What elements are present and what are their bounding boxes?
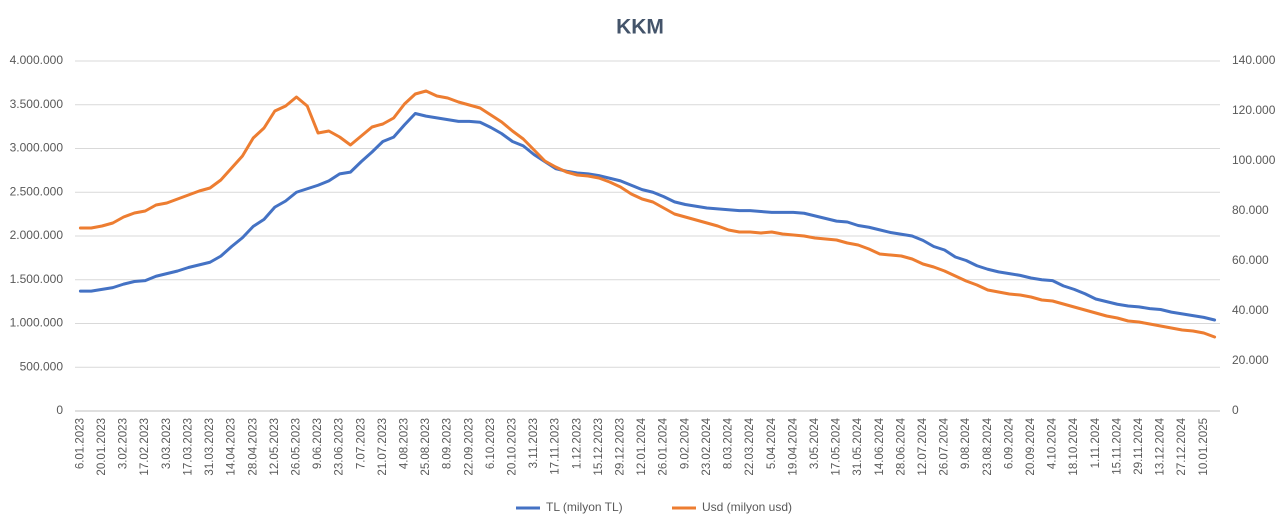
- x-tick-label: 8.03.2024: [723, 417, 735, 469]
- x-tick-label: 3.03.2023: [161, 418, 173, 469]
- x-tick-label: 3.05.2024: [809, 417, 821, 469]
- y2-tick-label: 20.000: [1232, 353, 1269, 367]
- x-tick-label: 6.01.2023: [74, 418, 86, 469]
- x-tick-label: 10.01.2025: [1198, 418, 1210, 476]
- x-tick-label: 9.02.2024: [679, 417, 691, 469]
- x-tick-label: 23.02.2024: [701, 417, 713, 475]
- y2-tick-label: 40.000: [1232, 303, 1269, 317]
- y-tick-label: 3.500.000: [10, 97, 64, 111]
- x-tick-label: 15.12.2023: [593, 418, 605, 476]
- y-tick-label: 3.000.000: [10, 141, 64, 155]
- x-tick-label: 9.06.2023: [312, 418, 324, 469]
- y-tick-label: 500.000: [20, 359, 64, 373]
- y-tick-label: 2.500.000: [10, 184, 64, 198]
- y2-tick-label: 120.000: [1232, 103, 1276, 117]
- x-tick-label: 17.05.2024: [831, 417, 843, 475]
- data-line: [78, 112, 1217, 322]
- y2-tick-label: 140.000: [1232, 53, 1276, 67]
- x-tick-label: 23.08.2024: [982, 417, 994, 475]
- x-tick-label: 31.05.2024: [852, 417, 864, 475]
- chart-title: KKM: [616, 16, 664, 39]
- legend-label: TL (milyon TL): [546, 500, 623, 514]
- x-tick-label: 12.01.2024: [636, 417, 648, 475]
- x-tick-label: 8.09.2023: [442, 418, 454, 469]
- x-tick-label: 28.04.2023: [247, 418, 259, 476]
- y-tick-label: 1.500.000: [10, 272, 64, 286]
- x-tick-label: 31.03.2023: [204, 418, 216, 476]
- y2-tick-label: 80.000: [1232, 203, 1269, 217]
- data-line: [78, 89, 1217, 339]
- y2-tick-label: 60.000: [1232, 253, 1269, 267]
- x-tick-label: 6.10.2023: [485, 418, 497, 469]
- y-tick-label: 2.000.000: [10, 228, 64, 242]
- y2-tick-label: 100.000: [1232, 153, 1276, 167]
- x-tick-label: 17.11.2023: [550, 418, 562, 475]
- x-tick-label: 20.10.2023: [507, 418, 519, 476]
- x-tick-label: 22.09.2023: [463, 418, 475, 476]
- x-tick-label: 20.01.2023: [96, 418, 108, 476]
- x-tick-label: 3.02.2023: [118, 418, 130, 469]
- x-tick-label: 26.01.2024: [658, 417, 670, 475]
- x-tick-label: 5.04.2024: [766, 417, 778, 469]
- x-tick-label: 4.10.2024: [1047, 417, 1059, 469]
- x-tick-label: 13.12.2024: [1155, 417, 1167, 475]
- x-tick-label: 14.06.2024: [874, 417, 886, 475]
- x-tick-label: 20.09.2024: [1025, 417, 1037, 475]
- x-tick-label: 26.07.2024: [939, 417, 951, 475]
- x-tick-label: 22.03.2024: [744, 417, 756, 475]
- x-tick-label: 1.12.2023: [571, 418, 583, 469]
- x-tick-label: 23.06.2023: [334, 418, 346, 476]
- x-tick-label: 12.07.2024: [917, 417, 929, 475]
- x-tick-label: 29.11.2024: [1133, 417, 1145, 474]
- y-tick-label: 4.000.000: [10, 53, 64, 67]
- y-tick-label: 1.000.000: [10, 316, 64, 330]
- x-tick-label: 29.12.2023: [615, 418, 627, 476]
- y2-tick-label: 0: [1232, 403, 1239, 417]
- x-tick-label: 3.11.2023: [528, 418, 540, 468]
- x-tick-label: 6.09.2024: [1003, 417, 1015, 469]
- x-tick-label: 28.06.2024: [895, 417, 907, 475]
- legend-label: Usd (milyon usd): [702, 500, 792, 514]
- x-tick-label: 18.10.2024: [1068, 417, 1080, 475]
- y-tick-label: 0: [56, 403, 63, 417]
- x-tick-label: 7.07.2023: [355, 418, 367, 469]
- x-tick-label: 1.11.2024: [1090, 417, 1102, 468]
- x-tick-label: 25.08.2023: [420, 418, 432, 476]
- x-tick-label: 27.12.2024: [1176, 417, 1188, 475]
- x-tick-label: 17.03.2023: [182, 418, 194, 476]
- x-tick-label: 17.02.2023: [139, 418, 151, 476]
- x-tick-label: 26.05.2023: [290, 418, 302, 476]
- x-tick-label: 12.05.2023: [269, 418, 281, 476]
- x-tick-label: 9.08.2024: [960, 417, 972, 469]
- x-tick-label: 15.11.2024: [1111, 417, 1123, 474]
- x-tick-label: 21.07.2023: [377, 418, 389, 476]
- x-tick-label: 19.04.2024: [787, 417, 799, 475]
- x-tick-label: 4.08.2023: [398, 418, 410, 469]
- x-tick-label: 14.04.2023: [226, 418, 238, 476]
